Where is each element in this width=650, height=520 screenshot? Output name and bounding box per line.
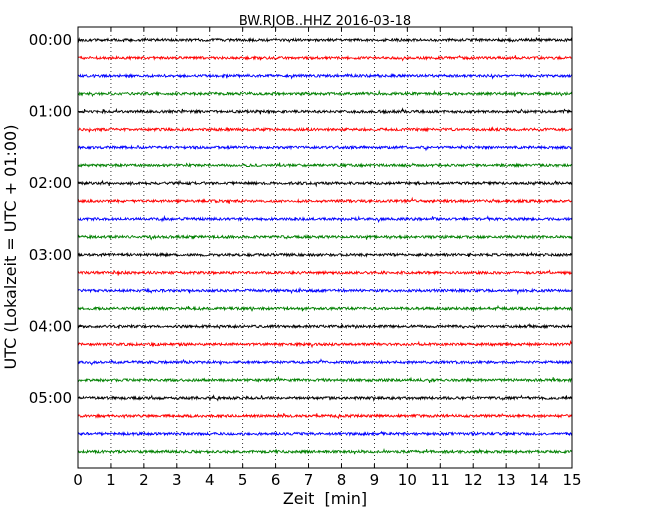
y-tick-label: 00:00 xyxy=(29,31,72,49)
y-tick-label: 05:00 xyxy=(29,389,72,407)
y-axis: 00:00 01:00 02:00 03:00 04:00 05:00 xyxy=(29,31,572,407)
trace-line xyxy=(77,251,573,258)
trace-line xyxy=(77,375,573,384)
y-tick-label: 03:00 xyxy=(29,246,72,264)
trace-line xyxy=(77,269,573,276)
trace-line xyxy=(77,107,573,115)
trace-line xyxy=(77,72,573,80)
x-tick-label: 9 xyxy=(370,471,380,489)
trace-line xyxy=(77,412,573,420)
x-tick-label: 7 xyxy=(304,471,314,489)
trace-line xyxy=(77,339,572,349)
x-tick-label: 2 xyxy=(139,471,149,489)
x-tick-label: 5 xyxy=(238,471,248,489)
x-tick-label: 10 xyxy=(398,471,417,489)
trace-line xyxy=(77,447,573,455)
trace-line xyxy=(77,358,573,366)
x-tick-label: 13 xyxy=(497,471,516,489)
trace-line xyxy=(77,430,573,437)
trace-line xyxy=(77,233,573,241)
y-tick-label: 01:00 xyxy=(29,103,72,121)
plot-frame xyxy=(77,26,573,469)
trace-line xyxy=(77,394,573,403)
x-axis-label: Zeit [min] xyxy=(283,489,367,508)
x-tick-label: 0 xyxy=(73,471,83,489)
vertical-grid xyxy=(110,27,540,468)
trace-line xyxy=(77,304,573,312)
x-tick-label: 6 xyxy=(271,471,281,489)
y-tick-label: 04:00 xyxy=(29,317,72,335)
trace-line xyxy=(77,179,573,188)
y-tick-label: 02:00 xyxy=(29,174,72,192)
trace-group xyxy=(77,36,573,455)
trace-line xyxy=(77,126,572,133)
x-tick-label: 3 xyxy=(172,471,182,489)
x-tick-label: 4 xyxy=(205,471,215,489)
x-tick-label: 1 xyxy=(106,471,116,489)
trace-line xyxy=(77,196,572,205)
x-axis: 0 1 2 3 4 5 6 7 8 9 10 11 12 13 14 15 xyxy=(73,27,582,489)
x-tick-label: 14 xyxy=(530,471,549,489)
trace-line xyxy=(77,36,573,44)
x-tick-label: 15 xyxy=(562,471,581,489)
chart-title: BW.RJOB..HHZ 2016-03-18 xyxy=(239,14,411,29)
x-tick-label: 11 xyxy=(431,471,450,489)
trace-line xyxy=(77,286,573,296)
trace-line xyxy=(77,89,573,98)
trace-line xyxy=(77,214,573,224)
y-axis-label: UTC (Lokalzeit = UTC + 01:00) xyxy=(1,125,20,370)
trace-line xyxy=(77,323,573,330)
x-tick-label: 12 xyxy=(464,471,483,489)
x-tick-label: 8 xyxy=(337,471,347,489)
trace-line xyxy=(77,162,573,169)
trace-line xyxy=(77,54,573,62)
trace-line xyxy=(77,144,572,152)
